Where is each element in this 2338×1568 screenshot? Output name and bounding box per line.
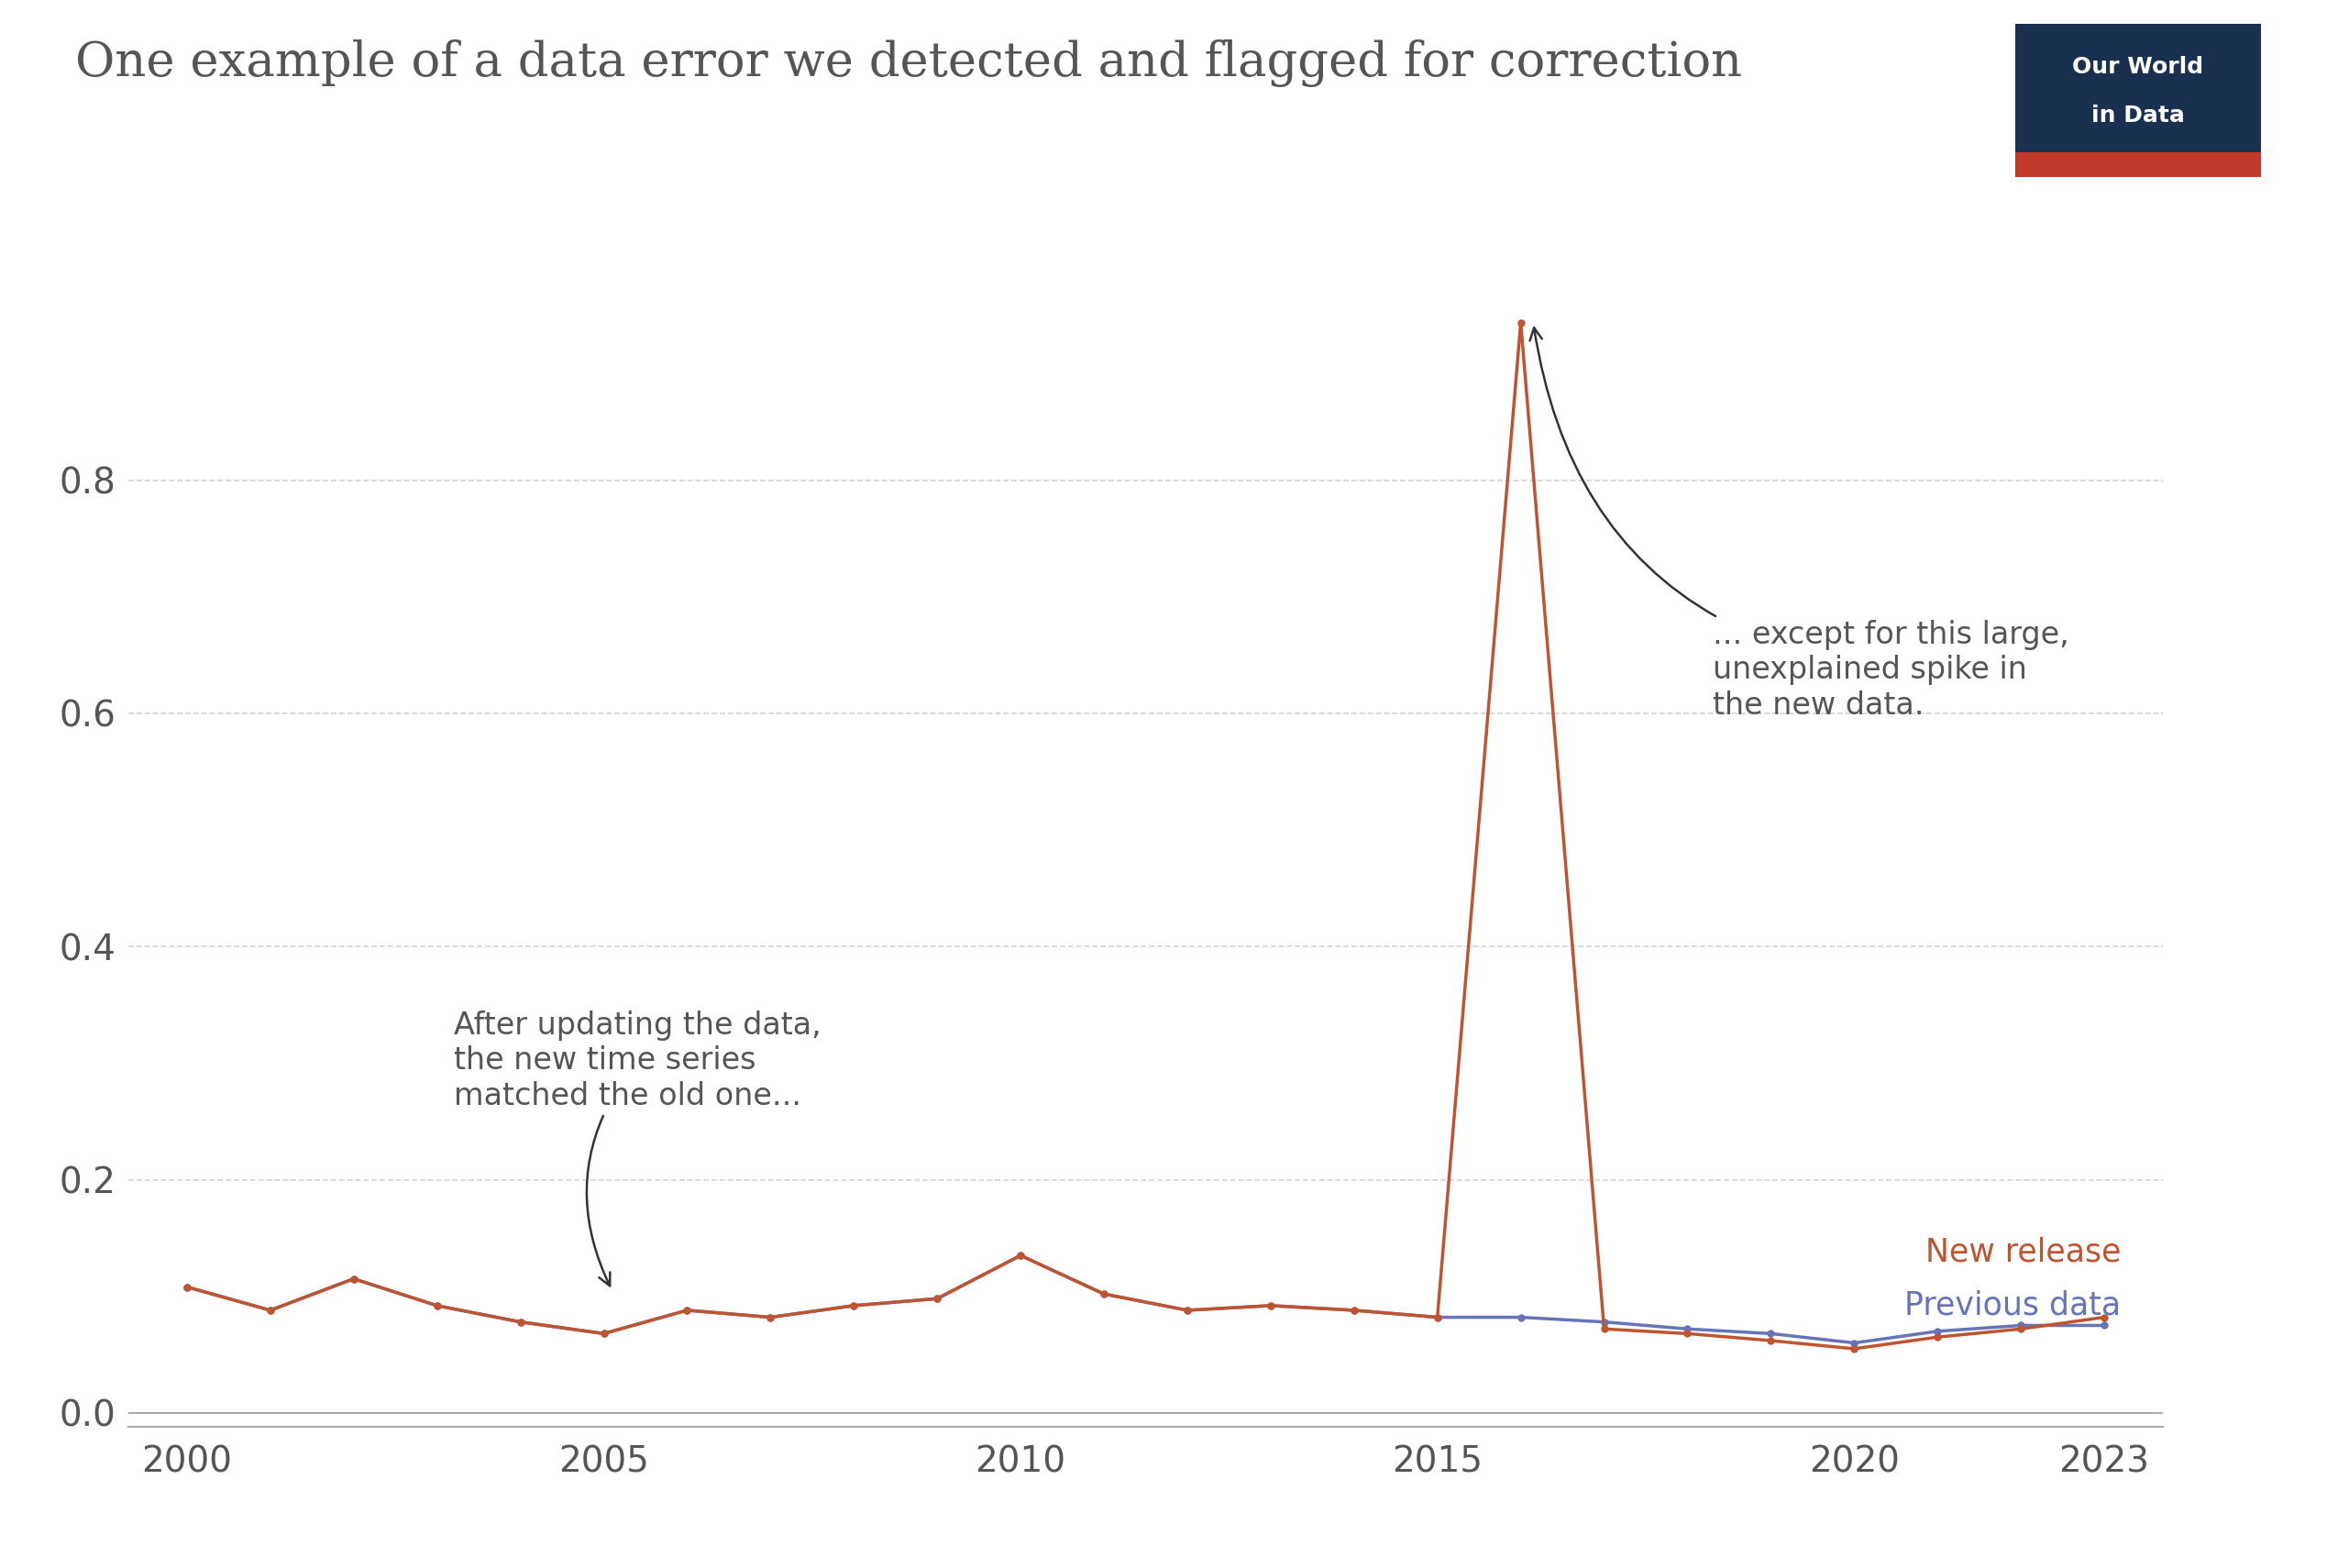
Text: After updating the data,
the new time series
matched the old one...: After updating the data, the new time se… bbox=[454, 1011, 821, 1286]
Bar bbox=[2015, 152, 2261, 177]
Text: One example of a data error we detected and flagged for correction: One example of a data error we detected … bbox=[75, 39, 1742, 86]
Text: ... except for this large,
unexplained spike in
the new data.: ... except for this large, unexplained s… bbox=[1529, 328, 2069, 720]
Text: Previous data: Previous data bbox=[1905, 1290, 2121, 1322]
Text: Our World: Our World bbox=[2071, 55, 2205, 77]
Text: in Data: in Data bbox=[2093, 105, 2184, 127]
Text: New release: New release bbox=[1924, 1237, 2121, 1267]
